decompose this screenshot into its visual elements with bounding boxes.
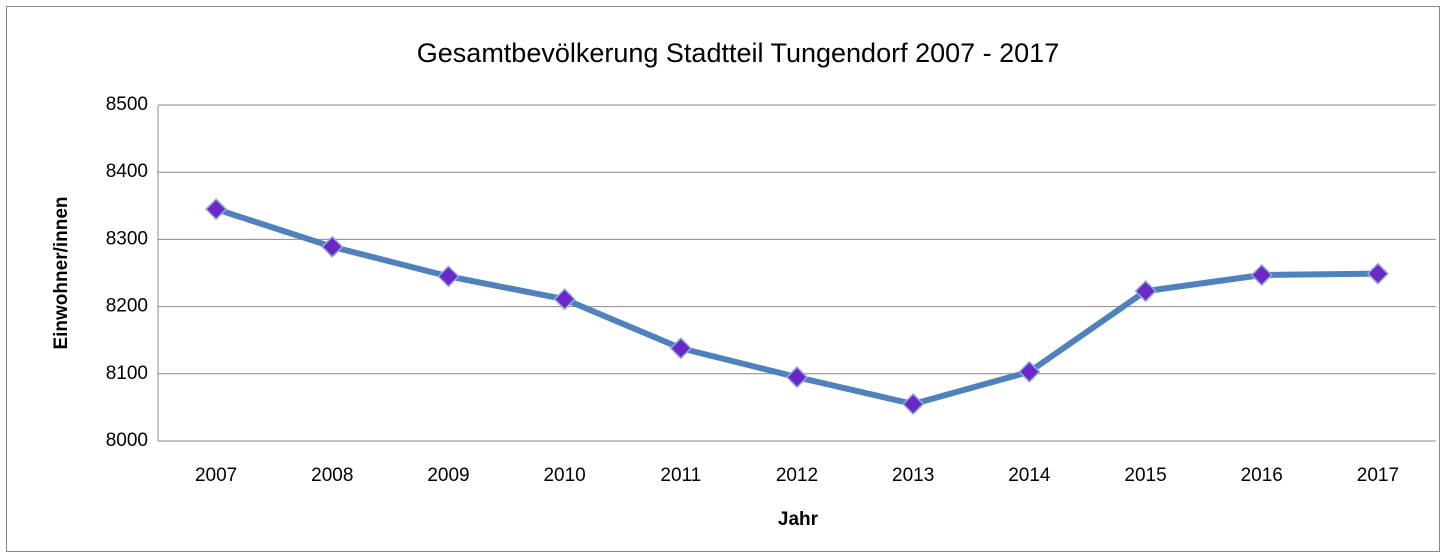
y-axis-label: Einwohner/innen (51, 196, 72, 349)
x-tick-label: 2011 (660, 465, 701, 486)
marker (553, 288, 576, 311)
x-tick-label: 2010 (543, 465, 585, 486)
y-tick-label: 8200 (106, 296, 148, 317)
chart-border (6, 6, 1440, 552)
marker (1250, 263, 1273, 287)
marker (1018, 360, 1041, 383)
y-tick-label: 8400 (106, 161, 148, 182)
chart-title: Gesamtbevölkerung Stadtteil Tungendorf 2… (417, 38, 1059, 68)
x-tick-label: 2016 (1241, 465, 1283, 486)
marker (669, 337, 692, 360)
marker (902, 392, 925, 416)
x-tick-label: 2014 (1008, 465, 1051, 486)
x-tick-label: 2013 (892, 465, 934, 486)
x-tick-label: 2015 (1124, 465, 1166, 486)
x-tick-label: 2008 (311, 465, 353, 486)
y-tick-label: 8100 (106, 363, 148, 384)
marker (1366, 262, 1389, 285)
y-tick-label: 8000 (106, 430, 148, 451)
x-tick-label: 2009 (427, 465, 469, 486)
marker (437, 265, 460, 288)
x-tick-label: 2007 (195, 465, 237, 486)
x-tick-label: 2017 (1357, 465, 1399, 486)
marker (321, 235, 344, 258)
marker (785, 366, 809, 389)
x-tick-label: 2012 (776, 465, 818, 486)
x-axis-label: Jahr (778, 509, 819, 530)
y-tick-label: 8300 (106, 228, 148, 249)
y-tick-label: 8500 (106, 94, 148, 115)
marker (205, 198, 228, 221)
marker (1134, 280, 1157, 303)
